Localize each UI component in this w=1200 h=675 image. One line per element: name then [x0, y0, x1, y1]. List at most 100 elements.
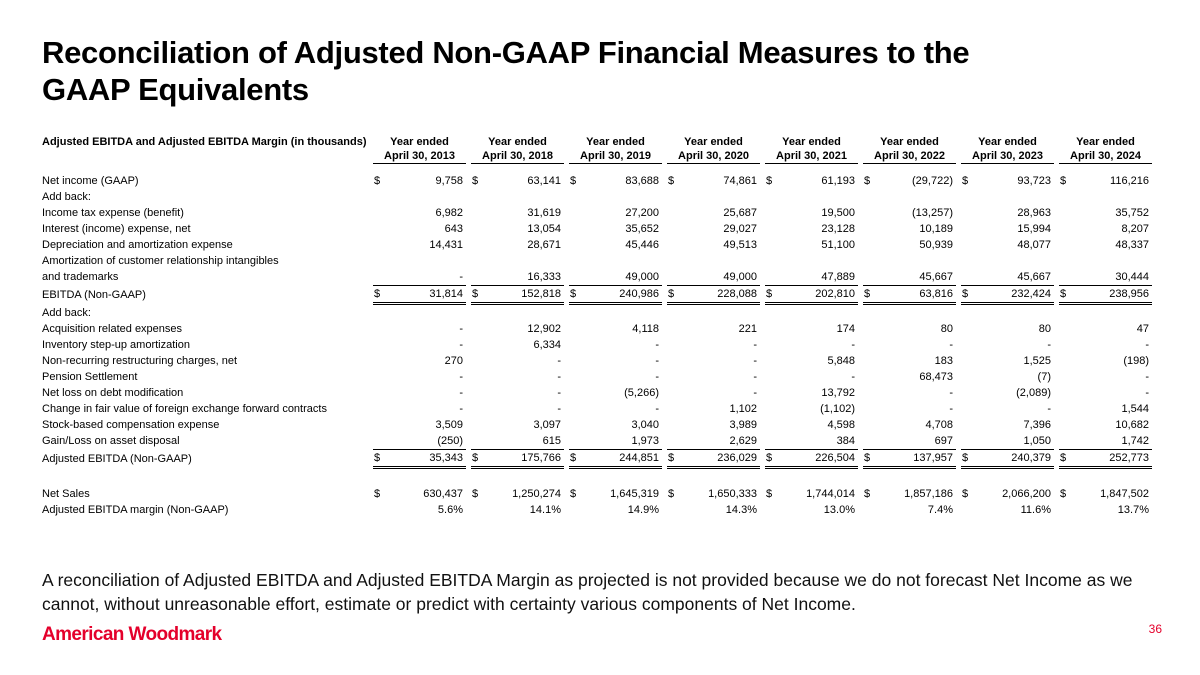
- dollar-sign: $: [570, 488, 577, 500]
- cell-empty: [863, 253, 956, 269]
- cell-value: $238,956: [1059, 285, 1152, 305]
- table-row-header: Adjusted EBITDA and Adjusted EBITDA Marg…: [42, 136, 367, 148]
- cell-value: $232,424: [961, 285, 1054, 305]
- dollar-sign: $: [962, 288, 969, 300]
- cell-value: (250): [437, 435, 463, 447]
- cell-value: 49,513: [723, 239, 757, 251]
- cell-empty: [471, 305, 564, 321]
- table-row: Inventory step-up amortization - 6,334 - - - -…: [42, 337, 1152, 353]
- column-header: Year ended April 30, 2019: [569, 136, 662, 164]
- cell-value: -: [753, 339, 757, 351]
- row-label: Add back:: [42, 191, 91, 203]
- cell-empty: [373, 305, 466, 321]
- cell-value: -: [949, 387, 953, 399]
- cell-value: 13.7%: [1117, 504, 1149, 516]
- cell-value: $1,847,502: [1060, 488, 1149, 500]
- cell-empty: [569, 305, 662, 321]
- table-row: Depreciation and amortization expense 14,…: [42, 237, 1152, 253]
- cell-value: 68,473: [919, 371, 953, 383]
- reconciliation-table: Adjusted EBITDA and Adjusted EBITDA Marg…: [37, 136, 1157, 518]
- cell-value: 14,431: [429, 239, 463, 251]
- cell-value: 1,525: [1023, 355, 1051, 367]
- cell-value: 697: [934, 435, 953, 447]
- cell-value: 16,333: [527, 271, 561, 283]
- cell-value: $630,437: [374, 488, 463, 500]
- table-row: Acquisition related expenses - 12,902 4,118…: [42, 321, 1152, 337]
- dollar-sign: $: [570, 288, 577, 300]
- dollar-sign: $: [570, 452, 577, 464]
- cell-empty: [569, 189, 662, 205]
- table-row: Add back:: [42, 189, 1152, 205]
- cell-value: $61,193: [766, 175, 855, 187]
- cell-value: 31,619: [527, 207, 561, 219]
- cell-value: (198): [1123, 355, 1149, 367]
- footnote: A reconciliation of Adjusted EBITDA and …: [42, 568, 1177, 616]
- table-row: Net income (GAAP) $9,758 $63,141 $83,688 $74…: [42, 173, 1152, 189]
- cell-value: $116,216: [1060, 175, 1149, 187]
- table-row: Gain/Loss on asset disposal (250) 615 1,973…: [42, 433, 1152, 449]
- cell-value: -: [459, 387, 463, 399]
- table-row: Net Sales $630,437 $1,250,274 $1,645,319 $1,…: [42, 486, 1152, 502]
- row-label: and trademarks: [42, 271, 119, 283]
- cell-value: 2,629: [729, 435, 757, 447]
- cell-value: 5.6%: [437, 504, 463, 516]
- column-header: Year ended April 30, 2021: [765, 136, 858, 164]
- cell-empty: [863, 189, 956, 205]
- cell-value: 80: [1038, 323, 1051, 335]
- cell-value: $236,029: [667, 449, 760, 469]
- cell-value: -: [1145, 371, 1149, 383]
- cell-value: -: [753, 387, 757, 399]
- cell-value: 4,118: [632, 323, 659, 335]
- cell-value: $63,816: [863, 285, 956, 305]
- cell-value: 174: [836, 323, 855, 335]
- table-row: and trademarks - 16,333 49,000 49,000 47,889 4…: [42, 269, 1152, 285]
- dollar-sign: $: [1060, 175, 1067, 187]
- cell-value: 28,963: [1017, 207, 1051, 219]
- cell-value: 4,708: [925, 419, 953, 431]
- cell-value: 45,667: [919, 271, 953, 283]
- footnote-line2: cannot, without unreasonable effort, est…: [42, 594, 856, 614]
- cell-value: -: [459, 339, 463, 351]
- cell-value: 3,989: [729, 419, 757, 431]
- cell-value: $202,810: [765, 285, 858, 305]
- row-label: Adjusted EBITDA margin (Non-GAAP): [42, 504, 229, 516]
- table-row: EBITDA (Non-GAAP) $31,814 $152,818 $240,986…: [42, 285, 1152, 305]
- cell-value: 49,000: [723, 271, 757, 283]
- cell-value: -: [655, 371, 659, 383]
- cell-value: -: [1145, 339, 1149, 351]
- dollar-sign: $: [374, 288, 381, 300]
- cell-value: 615: [542, 435, 561, 447]
- cell-value: 6,334: [533, 339, 561, 351]
- cell-empty: [667, 305, 760, 321]
- cell-value: $228,088: [667, 285, 760, 305]
- row-label: Net Sales: [42, 488, 90, 500]
- cell-value: $240,379: [961, 449, 1054, 469]
- cell-value: $175,766: [471, 449, 564, 469]
- cell-empty: [373, 253, 466, 269]
- row-label: Adjusted EBITDA (Non-GAAP): [42, 453, 192, 465]
- cell-value: $1,645,319: [570, 488, 659, 500]
- dollar-sign: $: [374, 452, 381, 464]
- cell-empty: [569, 253, 662, 269]
- cell-value: -: [851, 339, 855, 351]
- page-number: 36: [1148, 622, 1162, 636]
- dollar-sign: $: [1060, 488, 1067, 500]
- table-row: Adjusted EBITDA margin (Non-GAAP) 5.6% 14.…: [42, 502, 1152, 518]
- cell-value: 3,097: [533, 419, 561, 431]
- table-row: Add back:: [42, 305, 1152, 321]
- row-label: Interest (income) expense, net: [42, 223, 191, 235]
- dollar-sign: $: [668, 452, 675, 464]
- cell-empty: [373, 189, 466, 205]
- spacer-cell: [42, 164, 1152, 173]
- table-row: Pension Settlement - - - - - 68,473 (7) -: [42, 369, 1152, 385]
- cell-value: 28,671: [527, 239, 561, 251]
- cell-value: -: [459, 403, 463, 415]
- column-header: Year ended April 30, 2018: [471, 136, 564, 164]
- cell-empty: [765, 305, 858, 321]
- dollar-sign: $: [472, 488, 479, 500]
- cell-value: $2,066,200: [962, 488, 1051, 500]
- cell-value: 1,102: [729, 403, 757, 415]
- cell-value: 384: [836, 435, 855, 447]
- dollar-sign: $: [962, 488, 969, 500]
- column-header: Year ended April 30, 2022: [863, 136, 956, 164]
